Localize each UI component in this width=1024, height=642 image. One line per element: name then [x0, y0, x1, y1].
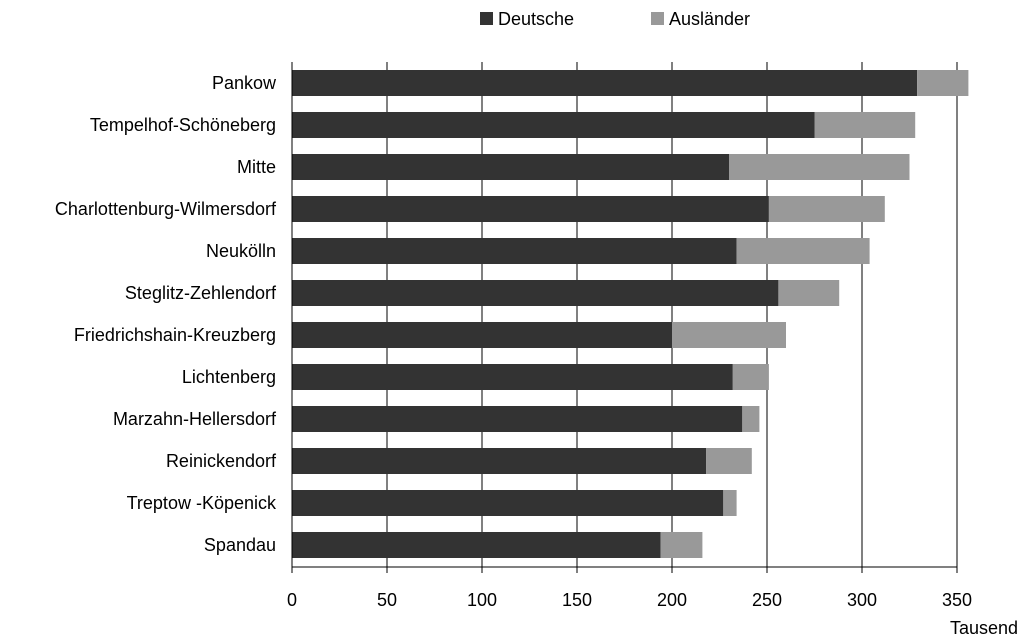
bar-auslaender-6 [778, 280, 840, 306]
bar-deutsche-2 [292, 112, 815, 138]
bar-auslaender-7 [672, 322, 786, 348]
bar-deutsche-3 [292, 154, 729, 180]
category-label-1: Pankow [212, 73, 277, 93]
legend-label-2: Ausländer [669, 9, 750, 29]
x-tick-label-200: 200 [657, 590, 687, 610]
bar-auslaender-8 [732, 364, 769, 390]
gridlines [386, 62, 958, 567]
category-labels: Pankow Tempelhof-Schöneberg Mitte Charlotte… [55, 73, 277, 555]
category-label-4: Charlottenburg-Wilmersdorf [55, 199, 277, 219]
x-tick-label-150: 150 [562, 590, 592, 610]
bar-auslaender-11 [723, 490, 737, 516]
bar-deutsche-1 [292, 70, 918, 96]
x-tick-label-300: 300 [847, 590, 877, 610]
bar-deutsche-4 [292, 196, 769, 222]
legend-swatch-2 [651, 12, 664, 25]
category-label-9: Marzahn-Hellersdorf [113, 409, 277, 429]
axes [291, 62, 958, 573]
category-label-6: Steglitz-Zehlendorf [125, 283, 277, 303]
x-tick-label-100: 100 [467, 590, 497, 610]
category-label-7: Friedrichshain-Kreuzberg [74, 325, 276, 345]
category-label-10: Reinickendorf [166, 451, 277, 471]
bar-deutsche-6 [292, 280, 779, 306]
bar-auslaender-1 [917, 70, 969, 96]
x-tick-label-0: 0 [287, 590, 297, 610]
x-tick-labels: 0 50 100 150 200 250 300 350 [287, 590, 972, 610]
x-tick-label-50: 50 [377, 590, 397, 610]
bar-auslaender-2 [814, 112, 916, 138]
category-label-12: Spandau [204, 535, 276, 555]
category-label-3: Mitte [237, 157, 276, 177]
category-label-5: Neukölln [206, 241, 276, 261]
bar-deutsche-10 [292, 448, 707, 474]
x-tick-label-250: 250 [752, 590, 782, 610]
legend: Deutsche Ausländer [480, 9, 750, 29]
bars [292, 70, 969, 558]
bar-deutsche-12 [292, 532, 661, 558]
legend-swatch-1 [480, 12, 493, 25]
bar-deutsche-9 [292, 406, 743, 432]
bar-deutsche-8 [292, 364, 733, 390]
bar-auslaender-12 [660, 532, 703, 558]
category-label-11: Treptow -Köpenick [127, 493, 277, 513]
x-axis-title: Tausend [950, 618, 1018, 638]
bar-deutsche-7 [292, 322, 672, 348]
bar-auslaender-9 [742, 406, 760, 432]
category-label-2: Tempelhof-Schöneberg [90, 115, 276, 135]
bar-auslaender-4 [768, 196, 885, 222]
bar-auslaender-10 [706, 448, 752, 474]
bar-deutsche-11 [292, 490, 724, 516]
bar-auslaender-3 [729, 154, 910, 180]
category-label-8: Lichtenberg [182, 367, 276, 387]
bar-deutsche-5 [292, 238, 737, 264]
x-tick-label-350: 350 [942, 590, 972, 610]
bar-auslaender-5 [736, 238, 870, 264]
legend-label-1: Deutsche [498, 9, 574, 29]
